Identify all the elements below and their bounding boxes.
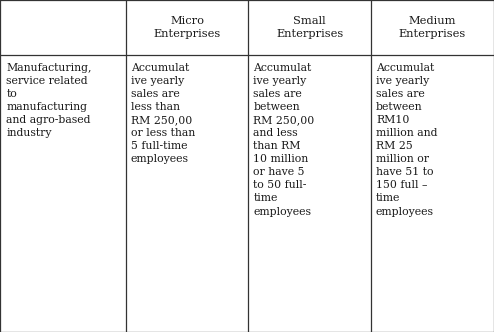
Text: Medium
Enterprises: Medium Enterprises: [399, 16, 466, 39]
Text: Small
Enterprises: Small Enterprises: [276, 16, 343, 39]
Text: Micro
Enterprises: Micro Enterprises: [154, 16, 221, 39]
Text: Accumulat
ive yearly
sales are
between
RM10
million and
RM 25
million or
have 51: Accumulat ive yearly sales are between R…: [376, 63, 437, 216]
Text: Accumulat
ive yearly
sales are
less than
RM 250,00
or less than
5 full-time
empl: Accumulat ive yearly sales are less than…: [131, 63, 195, 164]
Text: Accumulat
ive yearly
sales are
between
RM 250,00
and less
than RM
10 million
or : Accumulat ive yearly sales are between R…: [253, 63, 315, 216]
Text: Manufacturing,
service related
to
manufacturing
and agro-based
industry: Manufacturing, service related to manufa…: [6, 63, 92, 138]
